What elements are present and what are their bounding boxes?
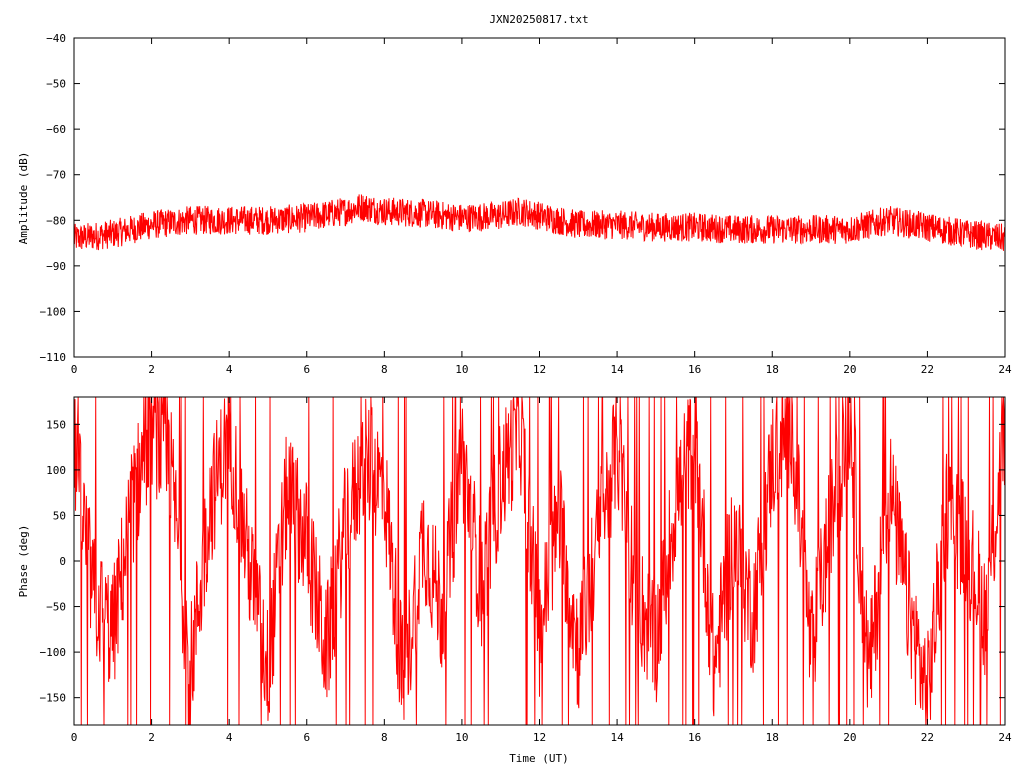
amplitude-y-tick-label: −60 <box>46 123 66 136</box>
phase-x-tick-label: 2 <box>148 731 155 744</box>
amplitude-x-tick-label: 4 <box>226 363 233 376</box>
phase-x-tick-label: 16 <box>688 731 701 744</box>
phase-series <box>73 396 1006 726</box>
phase-y-tick-label: −50 <box>46 601 66 614</box>
phase-x-tick-label: 18 <box>766 731 779 744</box>
amplitude-x-tick-label: 14 <box>610 363 624 376</box>
amplitude-series <box>73 194 1006 251</box>
amplitude-y-tick-label: −40 <box>46 32 66 45</box>
amplitude-x-tick-label: 2 <box>148 363 155 376</box>
phase-y-tick-label: −150 <box>40 692 67 705</box>
amplitude-x-tick-label: 6 <box>303 363 310 376</box>
amplitude-x-tick-label: 10 <box>455 363 468 376</box>
amplitude-x-tick-label: 16 <box>688 363 701 376</box>
phase-panel: 0 2 4 6 8 10 12 14 16 18 20 22 24150100500−50−100−15… <box>17 396 1012 765</box>
amplitude-x-tick-label: 12 <box>533 363 546 376</box>
amplitude-plot-frame <box>73 37 1006 358</box>
phase-x-tick-label: 14 <box>610 731 624 744</box>
amplitude-x-tick-label: 0 <box>71 363 78 376</box>
amplitude-y-tick-label: −80 <box>46 214 66 227</box>
amplitude-x-tick-label: 24 <box>998 363 1012 376</box>
amplitude-panel: 0 2 4 6 8 10 12 14 16 18 20 22 24−40−50−60−70−80−90−… <box>17 32 1012 376</box>
amplitude-y-tick-label: −100 <box>40 305 67 318</box>
phase-y-axis-label: Phase (deg) <box>17 525 30 598</box>
phase-y-tick-label: 150 <box>46 418 66 431</box>
x-axis-label: Time (UT) <box>509 752 569 765</box>
chart-title: JXN20250817.txt <box>489 13 588 26</box>
amplitude-x-tick-label: 8 <box>381 363 388 376</box>
phase-x-tick-label: 24 <box>998 731 1012 744</box>
phase-x-tick-label: 20 <box>843 731 856 744</box>
phase-y-tick-label: 50 <box>53 509 66 522</box>
amplitude-x-tick-label: 22 <box>921 363 934 376</box>
phase-y-tick-label: 100 <box>46 464 66 477</box>
phase-series-line <box>73 396 1006 726</box>
phase-y-tick-label: 0 <box>59 555 66 568</box>
phase-x-tick-label: 10 <box>455 731 468 744</box>
phase-x-tick-label: 0 <box>71 731 78 744</box>
phase-x-tick-label: 8 <box>381 731 388 744</box>
amplitude-y-tick-label: −90 <box>46 260 66 273</box>
phase-x-tick-label: 6 <box>303 731 310 744</box>
amplitude-series-line <box>73 194 1006 251</box>
amplitude-ticks: 0 2 4 6 8 10 12 14 16 18 20 22 24−40−50−60−70−80−90−… <box>40 32 1012 376</box>
phase-ticks: 0 2 4 6 8 10 12 14 16 18 20 22 24150100500−50−100−15… <box>40 397 1012 744</box>
amplitude-x-tick-label: 20 <box>843 363 856 376</box>
amplitude-y-tick-label: −50 <box>46 78 66 91</box>
amplitude-y-tick-label: −70 <box>46 169 66 182</box>
phase-x-tick-label: 12 <box>533 731 546 744</box>
phase-x-tick-label: 4 <box>226 731 233 744</box>
amplitude-y-axis-label: Amplitude (dB) <box>17 152 30 245</box>
phase-x-tick-label: 22 <box>921 731 934 744</box>
phase-y-tick-label: −100 <box>40 646 67 659</box>
amplitude-y-tick-label: −110 <box>40 351 67 364</box>
amplitude-x-tick-label: 18 <box>766 363 779 376</box>
